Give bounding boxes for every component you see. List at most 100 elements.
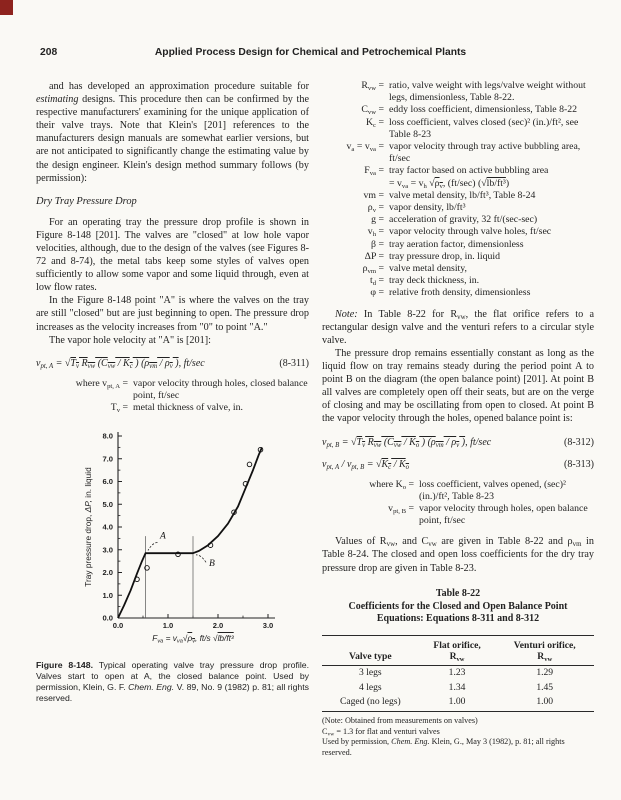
definition-item-term: Kc = — [365, 116, 384, 129]
table-note: Used by permission, Chem. Eng. Klein, G.… — [322, 737, 565, 757]
table-cell: 1.45 — [536, 681, 554, 693]
y-tick-label: 3.0 — [102, 546, 113, 555]
x-tick-label: 3.0 — [263, 621, 274, 630]
x-tick-label: 1.0 — [163, 621, 174, 630]
data-point — [134, 576, 140, 583]
definition-item-term: ρv = — [367, 202, 384, 214]
annotation-leader — [195, 554, 207, 563]
definitions-list: Rvw = ratio, valve weight with legs/valve… — [322, 80, 594, 300]
where-clause-313: where Ko = loss coefficient, valves opene… — [322, 479, 594, 528]
definition-item: ρvm = valve metal density, — [322, 263, 594, 275]
pressure-drop-chart: 0.0 1.0 2.0 3.0 4.0 5.0 6.0 7.0 8.0 0.0 1.0 2.0 3.0 A… — [36, 428, 309, 652]
table-8-22-block: Table 8-22 Coefficients for the Closed a… — [322, 588, 594, 758]
where-term: where Ko = loss coefficient, valves opene… — [322, 479, 594, 503]
paragraph-note: Note: In Table 8-22 for Rvw, the flat or… — [322, 308, 594, 346]
where-term-term: Tv = — [110, 402, 128, 414]
y-tick-label: 5.0 — [102, 500, 113, 509]
table-cell: 4 legs — [359, 681, 382, 693]
equation-number: (8-312) — [564, 436, 594, 448]
definition-item: Fva = tray factor based on active bubblin… — [322, 165, 594, 189]
paragraph-values: Values of Rvw, and Cvw are given in Tabl… — [322, 536, 594, 574]
definition-item: vh = vapor velocity through valve holes, … — [322, 226, 594, 238]
annotation-leader — [147, 542, 158, 551]
definition-item: Kc = loss coefficient, valves closed (sec… — [322, 117, 594, 141]
definition-item: ρv = vapor density, lb/ft³ — [322, 202, 594, 214]
left-column: and has developed an approximation proce… — [36, 80, 309, 704]
y-tick-label: 6.0 — [102, 477, 113, 486]
table-cell: 3 legs — [359, 667, 382, 679]
equation-body: vpt, A / vpt, B = √Kc / Ko — [322, 458, 410, 471]
definition-item: g = acceleration of gravity, 32 ft/(sec-s… — [322, 214, 594, 226]
definition-item-description: eddy loss coefficient, dimensionless, Ta… — [389, 104, 578, 116]
y-tick-label: 4.0 — [102, 523, 113, 532]
where-term-description: vapor velocity through holes, closed bal… — [133, 377, 308, 401]
table-cell: 1.00 — [495, 694, 594, 713]
definition-item-term: va = vva = — [346, 141, 384, 153]
definition-item-description: acceleration of gravity, 32 ft/(sec-sec) — [389, 214, 538, 226]
equation-8-311: vpt, A = √Tv Rvw (Cvw / Kc ) (ρvm / ρv )… — [36, 358, 309, 370]
figure-caption-text: Typical operating valve tray pressure dr… — [36, 660, 310, 704]
table-row: 4 legs 1.34 1.45 — [322, 680, 594, 695]
table-cell: 1.34 — [448, 681, 466, 693]
where-term-term: where vpt, A = — [75, 377, 128, 390]
definition-item-description: tray aeration factor, dimensionless — [389, 238, 524, 250]
paragraph-profile: For an operating tray the pressure drop … — [36, 216, 309, 294]
pressure-drop-curve — [117, 447, 263, 619]
annotation-label: A — [159, 532, 166, 542]
table-subtitle-line1: Coefficients for the Closed and Open Bal… — [348, 600, 568, 612]
definition-item-term: Fva = — [364, 165, 384, 178]
right-column: Rvw = ratio, valve weight with legs/valve… — [322, 80, 594, 758]
figure-caption: Figure 8-148. Typical operating valve tr… — [36, 660, 309, 704]
definition-item-description: vapor velocity through tray active bubbl… — [389, 141, 581, 165]
table-row: Caged (no legs) 1.00 1.00 — [322, 694, 594, 713]
equation-8-312: vpt, B = √Tv Rvw (Cvw / Ko ) (ρvm / ρv )… — [322, 436, 594, 449]
definition-item-term: Cvw = — [361, 104, 384, 117]
table-note: (Note: Obtained from measurements on val… — [322, 716, 478, 726]
table-cell: 1.23 — [448, 667, 466, 679]
column-header: Venturi orifice, Rvw — [495, 634, 594, 666]
where-term-description: vapor velocity through holes, open balan… — [419, 502, 588, 527]
x-axis-label: Fva = vva√ρv, ft/s √lb/ft³ — [152, 633, 234, 645]
data-point — [144, 565, 150, 571]
definition-item-term: φ = — [370, 287, 384, 299]
paragraph-constant-drop: The pressure drop remains essentially co… — [322, 347, 594, 425]
table-note: Cvw = 1.3 for flat and venturi valves — [322, 726, 440, 738]
y-tick-label: 1.0 — [102, 591, 113, 600]
definition-item: vm = valve metal density, lb/ft³, Table 8… — [322, 190, 594, 202]
equation-8-313: vpt, A / vpt, B = √Kc / Ko (8-313) — [322, 458, 594, 471]
definition-item: Rvw = ratio, valve weight with legs/valve… — [322, 80, 594, 104]
x-tick-label: 2.0 — [213, 621, 224, 630]
definition-item-term: ρvm = — [362, 263, 384, 275]
definition-item-description: ratio, valve weight with legs/valve weig… — [389, 80, 586, 104]
where-term-term: vpt, B = — [388, 502, 414, 515]
where-term-description: loss coefficient, valves opened, (sec)² … — [419, 478, 566, 502]
where-term: where vpt, A = vapor velocity through hol… — [36, 378, 309, 402]
definition-item-description: vapor velocity through valve holes, ft/s… — [389, 226, 552, 238]
y-axis-label: Tray pressure drop, ΔP, in. liquid — [83, 467, 93, 588]
data-point — [246, 461, 253, 468]
definition-item-term: g = — [371, 214, 384, 226]
page-number: 208 — [40, 47, 58, 58]
table-notes: (Note: Obtained from measurements on val… — [322, 716, 594, 758]
where-term: Tv = metal thickness of valve, in. — [36, 402, 309, 414]
definition-item-description: loss coefficient, valves closed (sec)² (… — [389, 116, 579, 140]
annotation-label: B — [209, 559, 215, 569]
definition-item-term: Rvw = — [361, 80, 384, 92]
figure-8-148: 0.0 1.0 2.0 3.0 4.0 5.0 6.0 7.0 8.0 0.0 1.0 2.0 3.0 A… — [36, 428, 309, 704]
definition-item-term: vh = — [367, 226, 384, 239]
section-heading: Dry Tray Pressure Drop — [36, 195, 137, 207]
where-term-term: where Ko = — [369, 478, 414, 491]
data-point — [175, 551, 181, 558]
table-title: Table 8-22 — [435, 587, 481, 599]
definition-item: β = tray aeration factor, dimensionless — [322, 239, 594, 251]
definition-item-description: valve metal density, — [389, 263, 467, 275]
table-cell: Caged (no legs) — [322, 694, 419, 713]
y-tick-label: 7.0 — [102, 455, 113, 464]
paragraph-lead-eq: The vapor hole velocity at "A" is [201]: — [49, 334, 211, 346]
table-cell: 1.00 — [418, 694, 496, 713]
paragraph-intro: and has developed an approximation proce… — [36, 81, 309, 184]
coefficients-table: Valve type Flat orifice, Rvw Venturi orific… — [322, 634, 594, 713]
table-row: 3 legs 1.23 1.29 — [322, 665, 594, 680]
figure-caption-label: Figure 8-148. — [36, 660, 94, 671]
